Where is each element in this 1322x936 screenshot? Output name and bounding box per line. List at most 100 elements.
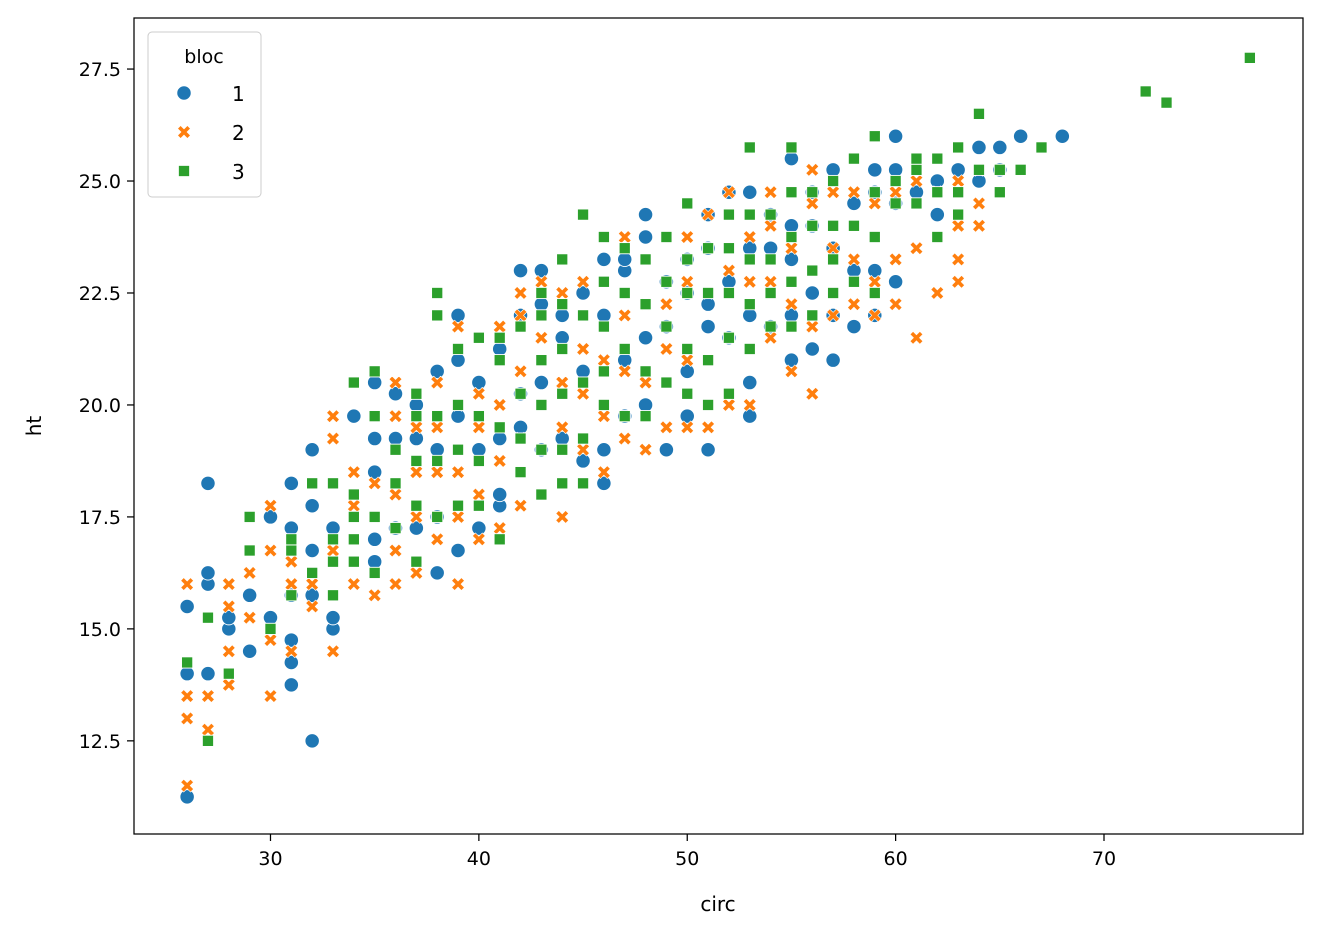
data-point: [284, 577, 299, 591]
data-point: [618, 342, 631, 356]
legend-entry-2: 2: [177, 121, 245, 145]
data-point: [285, 544, 298, 557]
data-point: [367, 554, 383, 570]
data-point: [347, 577, 361, 591]
y-tick-label: 15.0: [79, 619, 121, 641]
data-point: [867, 196, 882, 211]
data-point: [597, 353, 611, 367]
data-point: [431, 510, 444, 523]
y-tick-label: 22.5: [79, 283, 121, 305]
data-point: [639, 298, 652, 311]
legend-label: 3: [232, 160, 245, 184]
data-point: [451, 443, 465, 456]
data-point: [471, 374, 487, 391]
series-3: [181, 51, 1256, 747]
data-point: [722, 331, 735, 344]
data-point: [637, 229, 654, 245]
data-point: [367, 476, 382, 491]
x-tick-label: 50: [675, 848, 699, 870]
data-point: [722, 398, 736, 412]
data-point: [617, 251, 633, 268]
data-point: [659, 420, 674, 435]
data-point: [326, 533, 340, 546]
data-point: [931, 186, 944, 199]
data-point: [701, 207, 715, 222]
data-point: [950, 162, 966, 178]
data-point: [179, 789, 195, 805]
data-point: [576, 274, 590, 289]
data-point: [472, 386, 486, 401]
data-point: [263, 689, 278, 703]
data-point: [1012, 128, 1029, 144]
data-point: [388, 577, 403, 591]
data-marks: [179, 51, 1256, 805]
data-point: [888, 252, 903, 267]
data-point: [283, 632, 299, 648]
data-point: [285, 533, 298, 546]
data-point: [577, 208, 590, 221]
data-point: [201, 722, 215, 737]
data-point: [1054, 128, 1070, 144]
data-point: [326, 543, 340, 558]
data-point: [555, 375, 570, 390]
data-point: [264, 622, 277, 635]
data-point: [472, 454, 485, 467]
data-point: [659, 342, 674, 356]
data-point: [304, 442, 320, 458]
data-point: [887, 162, 904, 178]
data-point: [827, 286, 840, 300]
y-tick-label: 12.5: [79, 731, 121, 753]
data-point: [700, 442, 716, 458]
data-point: [513, 308, 528, 323]
data-point: [867, 162, 883, 178]
data-point: [867, 308, 882, 323]
data-point: [577, 309, 590, 322]
data-point: [826, 241, 840, 256]
data-point: [221, 577, 236, 591]
data-point: [909, 241, 924, 256]
data-point: [742, 274, 757, 289]
data-point: [702, 286, 715, 300]
data-point: [555, 510, 570, 524]
data-point: [827, 219, 840, 232]
data-point: [514, 432, 527, 445]
data-point: [867, 262, 883, 279]
data-point: [325, 610, 341, 626]
data-point: [387, 386, 404, 402]
data-point: [617, 364, 632, 379]
data-point: [721, 274, 737, 290]
data-point: [472, 410, 485, 423]
data-point: [783, 218, 800, 234]
data-point: [347, 465, 361, 479]
data-point: [577, 477, 590, 490]
data-point: [471, 520, 487, 536]
data-point: [387, 430, 404, 447]
data-point: [951, 252, 965, 267]
data-point: [451, 499, 465, 512]
data-point: [388, 543, 403, 558]
data-point: [742, 398, 757, 412]
y-axis: 12.5 15.0 17.5 20.0 22.5 25.0 27.5: [79, 59, 134, 753]
data-point: [554, 330, 570, 346]
data-point: [575, 453, 591, 469]
data-point: [576, 386, 590, 401]
data-point: [681, 387, 694, 400]
data-point: [430, 465, 445, 479]
data-point: [430, 532, 445, 547]
data-point: [368, 566, 381, 579]
data-point: [326, 589, 340, 602]
data-point: [1014, 163, 1027, 176]
data-point: [577, 376, 590, 389]
data-point: [554, 307, 570, 324]
data-point: [972, 218, 986, 233]
data-point: [847, 275, 860, 288]
data-point: [306, 477, 319, 490]
legend-label: 1: [232, 82, 245, 106]
data-point: [514, 466, 527, 479]
data-point: [993, 163, 1006, 176]
data-point: [847, 252, 861, 267]
data-point: [513, 498, 528, 513]
data-point: [617, 230, 632, 244]
data-point: [389, 522, 402, 535]
data-point: [1160, 96, 1173, 109]
